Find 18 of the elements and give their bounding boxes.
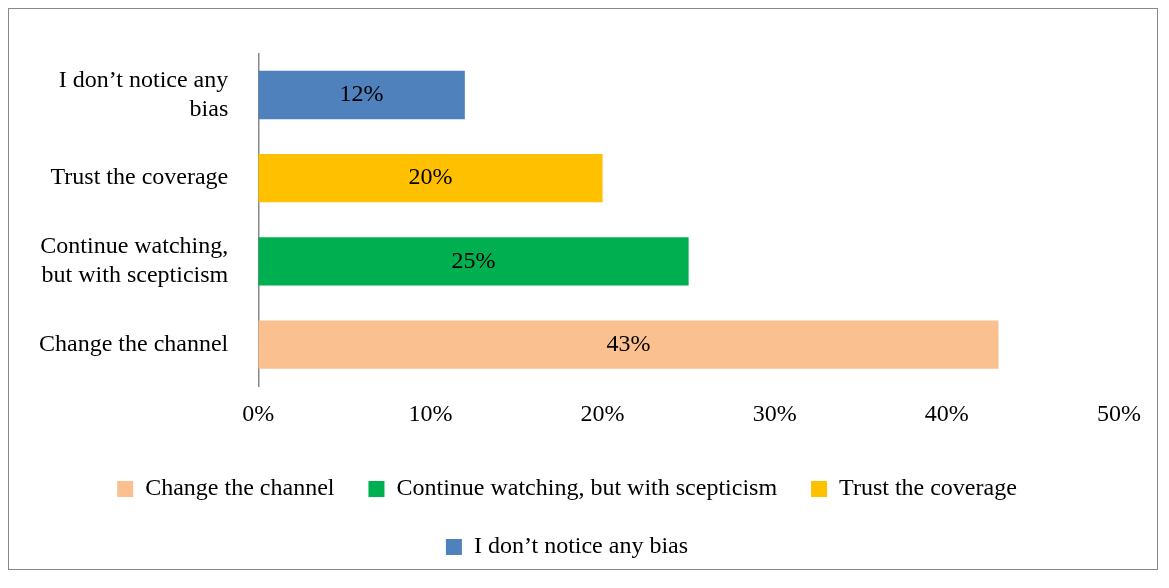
y-tick-label: Trust the coverage <box>50 163 229 190</box>
data-label: 12% <box>339 80 384 107</box>
x-tick-label: 0% <box>242 399 275 426</box>
data-label: 25% <box>451 246 496 273</box>
x-tick-label: 20% <box>580 399 625 426</box>
x-tick-label: 50% <box>1097 399 1141 426</box>
y-tick-label: Continue watching, but with scepticism <box>40 232 229 288</box>
x-tick-label: 40% <box>924 399 969 426</box>
legend-label: I don’t notice any bias <box>473 532 689 559</box>
y-tick-label: Change the channel <box>38 329 229 356</box>
data-label: 20% <box>408 163 453 190</box>
legend-label: Continue watching, but with scepticism <box>396 474 778 501</box>
x-tick-label: 30% <box>752 399 797 426</box>
legend-label: Trust the coverage <box>839 474 1017 501</box>
legend-label: Change the channel <box>145 474 335 501</box>
data-label: 43% <box>606 329 651 356</box>
x-tick-label: 10% <box>408 399 453 426</box>
y-tick-label: I don’t notice any bias <box>58 65 229 121</box>
